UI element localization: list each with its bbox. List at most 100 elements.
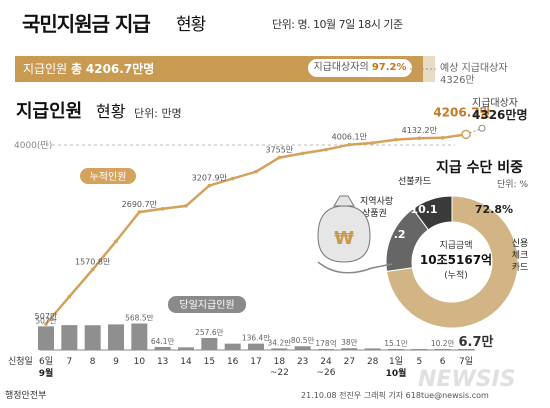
cumulative-point — [90, 267, 95, 272]
x-tick-label-sub: ~26 — [317, 368, 336, 378]
x-axis-start-label: 신청일 — [8, 356, 33, 367]
month-label-oct: 10월 — [386, 367, 407, 379]
daily-value-label: 507만 — [35, 316, 56, 325]
x-tick-label: 27 — [344, 357, 355, 367]
page-subtitle: 현황 — [176, 15, 206, 35]
cumulative-series-label: 누적인원 — [80, 168, 136, 184]
page-title: 국민지원금 지급 — [22, 12, 151, 36]
summary-pct-label: 지급대상자의 — [313, 62, 369, 73]
x-tick-label: 7일 — [459, 356, 473, 367]
chart-title: 지급인원 — [16, 101, 82, 122]
cumulative-point — [184, 204, 188, 208]
cumulative-point — [44, 322, 48, 326]
x-tick-label: 7 — [66, 357, 72, 367]
daily-bar — [341, 348, 358, 350]
x-tick-label: 9 — [113, 357, 119, 367]
daily-bar — [271, 348, 288, 350]
donut-center-note: (누적) — [444, 269, 468, 281]
summary-pct-pill: 지급대상자의 97.2% — [308, 59, 412, 77]
cumulative-point — [160, 207, 165, 211]
cumulative-point — [277, 155, 282, 160]
x-tick-label: 5 — [416, 357, 422, 367]
donut-hole — [412, 222, 492, 302]
daily-bar — [201, 337, 218, 350]
summary-total-prefix: 총 — [71, 62, 83, 76]
cumulative-point — [347, 142, 352, 147]
x-tick-label-sub: ~22 — [270, 368, 289, 378]
x-tick-label: 18 — [274, 357, 286, 367]
daily-value-label: 568.5만 — [125, 313, 153, 322]
daily-bar — [458, 349, 474, 350]
donut-label-prepaid: 선불카드 — [398, 176, 431, 187]
cumulative-line: 누적인원 — [44, 124, 486, 326]
donut-value-credit: 72.8% — [475, 203, 513, 216]
donut-center-value: 10조5167억 — [420, 253, 492, 267]
cumulative-point — [207, 183, 212, 188]
forecast-label-line1: 예상 지급대상자 — [440, 63, 508, 74]
donut-center-label: 지급금액 — [439, 239, 472, 251]
summary-progress-remaining — [423, 56, 435, 82]
daily-value-label: 80.5만 — [291, 336, 315, 345]
x-tick-label: 28 — [367, 357, 379, 367]
forecast-label-line2: 4326만 — [440, 75, 475, 86]
daily-bar — [388, 349, 404, 350]
daily-bar — [434, 349, 451, 350]
summary-progress-bar: 지급인원 총 4206.7만명 지급대상자의 97.2% — [15, 56, 435, 82]
daily-bar — [224, 343, 241, 350]
daily-value-label: 64.1만 — [151, 337, 175, 346]
cumulative-point — [300, 151, 305, 156]
daily-value-label: 178억 — [315, 339, 336, 348]
daily-bar — [178, 347, 194, 350]
summary-text: 지급인원 총 4206.7만명 — [23, 60, 154, 77]
cumulative-value-label: 4206.7만 — [433, 104, 490, 119]
x-tick-label: 14 — [180, 357, 192, 367]
cumulative-point — [254, 169, 258, 174]
forecast-label: 예상 지급대상자 4326만 — [440, 63, 508, 87]
x-tick-label: 24 — [320, 357, 332, 367]
donut-value-local: 17.2 — [378, 228, 405, 241]
cumulative-point — [137, 210, 142, 214]
month-label-sep: 9월 — [39, 367, 54, 379]
daily-value-label: 15.1만 — [384, 339, 408, 348]
cumulative-value-label: 3207.9만 — [192, 174, 228, 183]
summary-pct-value: 97.2% — [371, 62, 407, 73]
value-labels: 507만 1570.8만 2690.7만 3207.9만 3755만 4006.1만 413… — [35, 97, 528, 350]
summary-label: 지급인원 — [23, 62, 68, 76]
x-tick-label: 15 — [204, 357, 215, 367]
cumulative-value-label: 4132.2만 — [402, 126, 438, 135]
footer: 행정안전부 21.10.08 전진우 그래픽 기자 618tue@newsis.c… — [5, 367, 516, 401]
page-meta: 단위: 명. 10월 7일 18시 기준 — [272, 18, 403, 31]
chart-unit: 단위: 만명 — [134, 107, 182, 120]
x-tick-label: 13 — [157, 357, 168, 367]
cumulative-point — [417, 136, 422, 141]
donut-label-local-1: 지역사랑 — [360, 195, 393, 207]
svg-text:₩: ₩ — [334, 228, 354, 249]
x-tick-label: 23 — [297, 357, 308, 367]
daily-bar — [411, 349, 428, 350]
daily-series-label: 당일지급인원 — [168, 296, 246, 313]
summary-total: 4206.7만명 — [85, 62, 155, 76]
x-tick-label: 6일 — [39, 356, 53, 367]
daily-value-label: 257.6만 — [195, 328, 223, 337]
daily-bar — [131, 323, 148, 350]
x-axis: 신청일 6일 7 8 9 10 13 14 15 16 17 18~22 23 24~26 27 28 1일 5 6… — [8, 356, 473, 379]
latest-point-marker — [461, 129, 471, 140]
donut-unit: 단위: % — [497, 179, 528, 190]
credit-label: 21.10.08 전진우 그래픽 기자 618tue@newsis.com — [301, 390, 489, 400]
x-tick-label: 1일 — [389, 356, 403, 367]
newsis-logo: NEWSIS — [418, 367, 516, 392]
daily-bar — [84, 325, 101, 350]
daily-series-name: 당일지급인원 — [179, 299, 234, 311]
chart-subtitle: 현황 — [96, 102, 126, 121]
daily-value-label: 10.2만 — [431, 339, 455, 348]
daily-value-label: 136.4만 — [242, 334, 270, 343]
daily-bar — [108, 324, 124, 350]
x-tick-label: 10 — [134, 357, 146, 367]
x-tick-label: 6 — [440, 357, 446, 367]
daily-value-label: 38만 — [341, 338, 358, 347]
cumulative-value-label: 507만 — [35, 312, 58, 321]
daily-value-label: 6.7만 — [459, 334, 494, 350]
daily-bar — [294, 346, 311, 350]
